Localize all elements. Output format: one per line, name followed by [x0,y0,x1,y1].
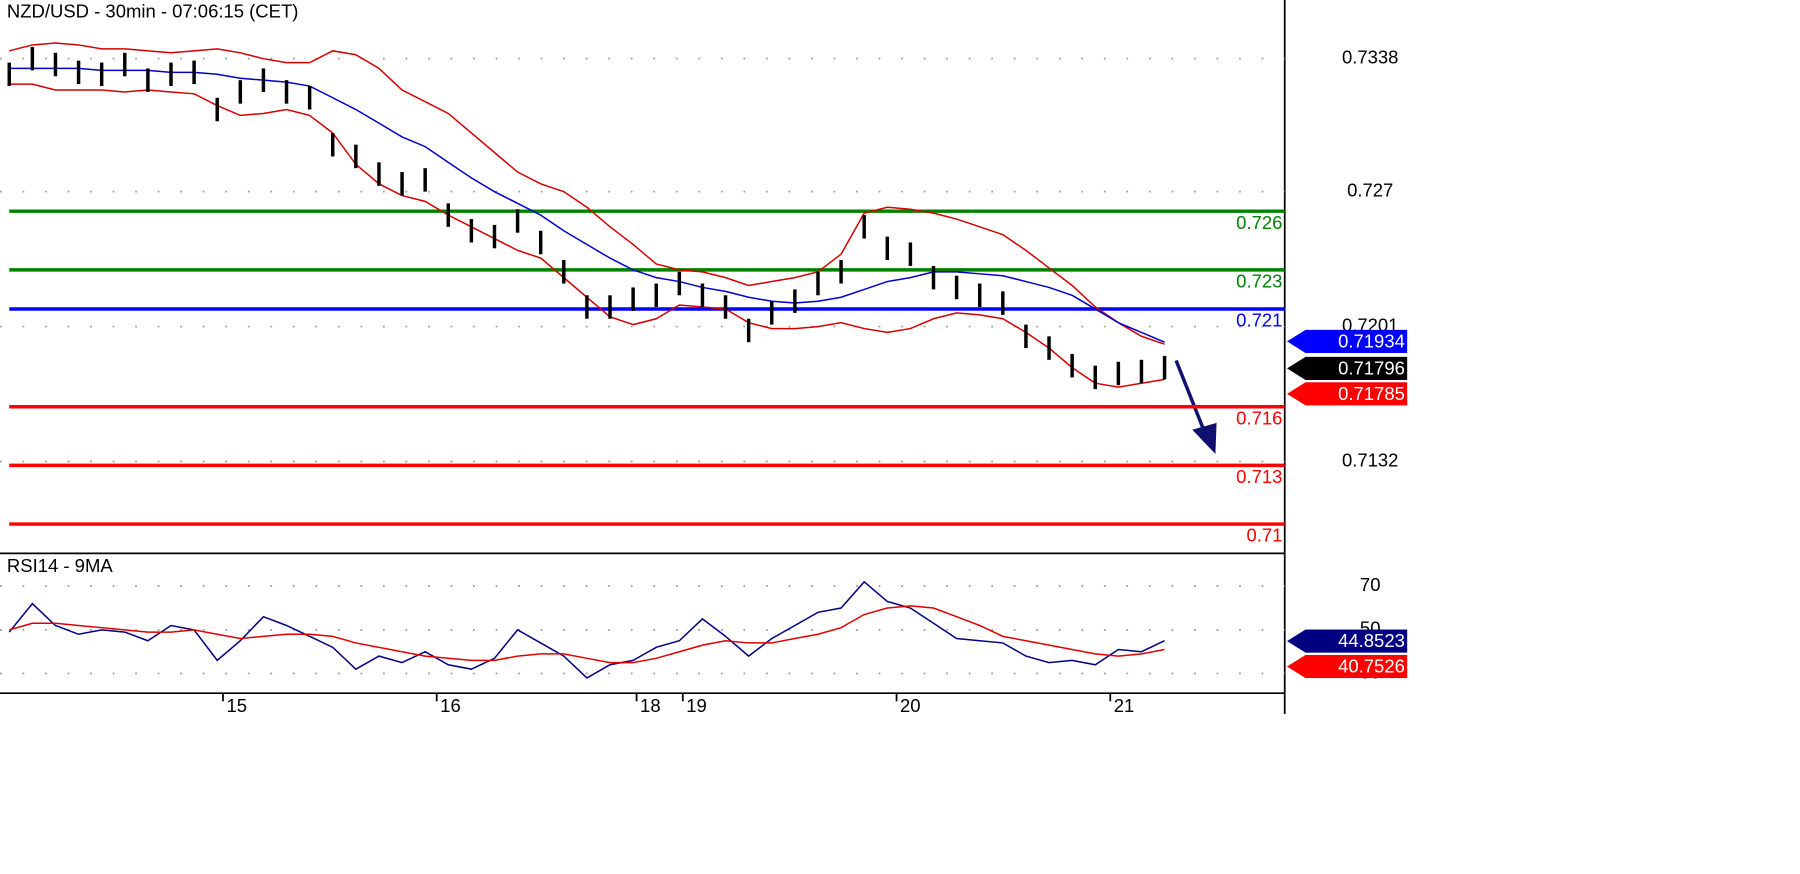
forecast-arrow [1174,359,1217,455]
marker-label: 0.71785 [1338,383,1405,404]
chart-title: NZD/USD - 30min - 07:06:15 (CET) [7,1,298,22]
marker-pointer [1287,629,1306,653]
x-tick-label: 16 [440,695,461,716]
y-tick-label: 0.7132 [1342,449,1399,470]
marker-pointer [1287,654,1306,679]
rsi-title: RSI14 - 9MA [7,555,113,576]
series-line [9,605,1165,664]
x-tick-label: 18 [640,695,661,716]
price-marker [1305,329,1408,353]
x-tick-label: 19 [686,695,707,716]
marker-label: 0.71796 [1338,357,1405,378]
price-marker [1305,629,1408,653]
level-label: 0.71 [1246,525,1282,546]
y-tick-label: 0.727 [1347,180,1393,201]
y-tick-label: 70 [1360,574,1381,595]
level-label: 0.721 [1236,310,1282,331]
price-marker [1305,356,1408,380]
price-marker [1305,382,1408,406]
series-line [9,42,1165,345]
marker-pointer [1287,382,1306,406]
x-tick-label: 21 [1114,695,1135,716]
series-line [9,67,1165,343]
marker-pointer [1287,356,1306,380]
series-line [8,580,1165,679]
x-tick-label: 15 [226,695,247,716]
marker-label: 40.7526 [1338,656,1405,677]
marker-label: 0.71934 [1338,330,1405,351]
level-label: 0.726 [1236,212,1282,233]
level-label: 0.716 [1236,407,1282,428]
marker-label: 44.8523 [1338,630,1405,651]
y-tick-label: 0.7338 [1342,47,1399,68]
level-label: 0.713 [1236,466,1282,487]
price-marker [1305,654,1408,679]
marker-pointer [1287,329,1306,353]
x-tick-label: 20 [900,695,921,716]
level-label: 0.723 [1236,270,1282,291]
